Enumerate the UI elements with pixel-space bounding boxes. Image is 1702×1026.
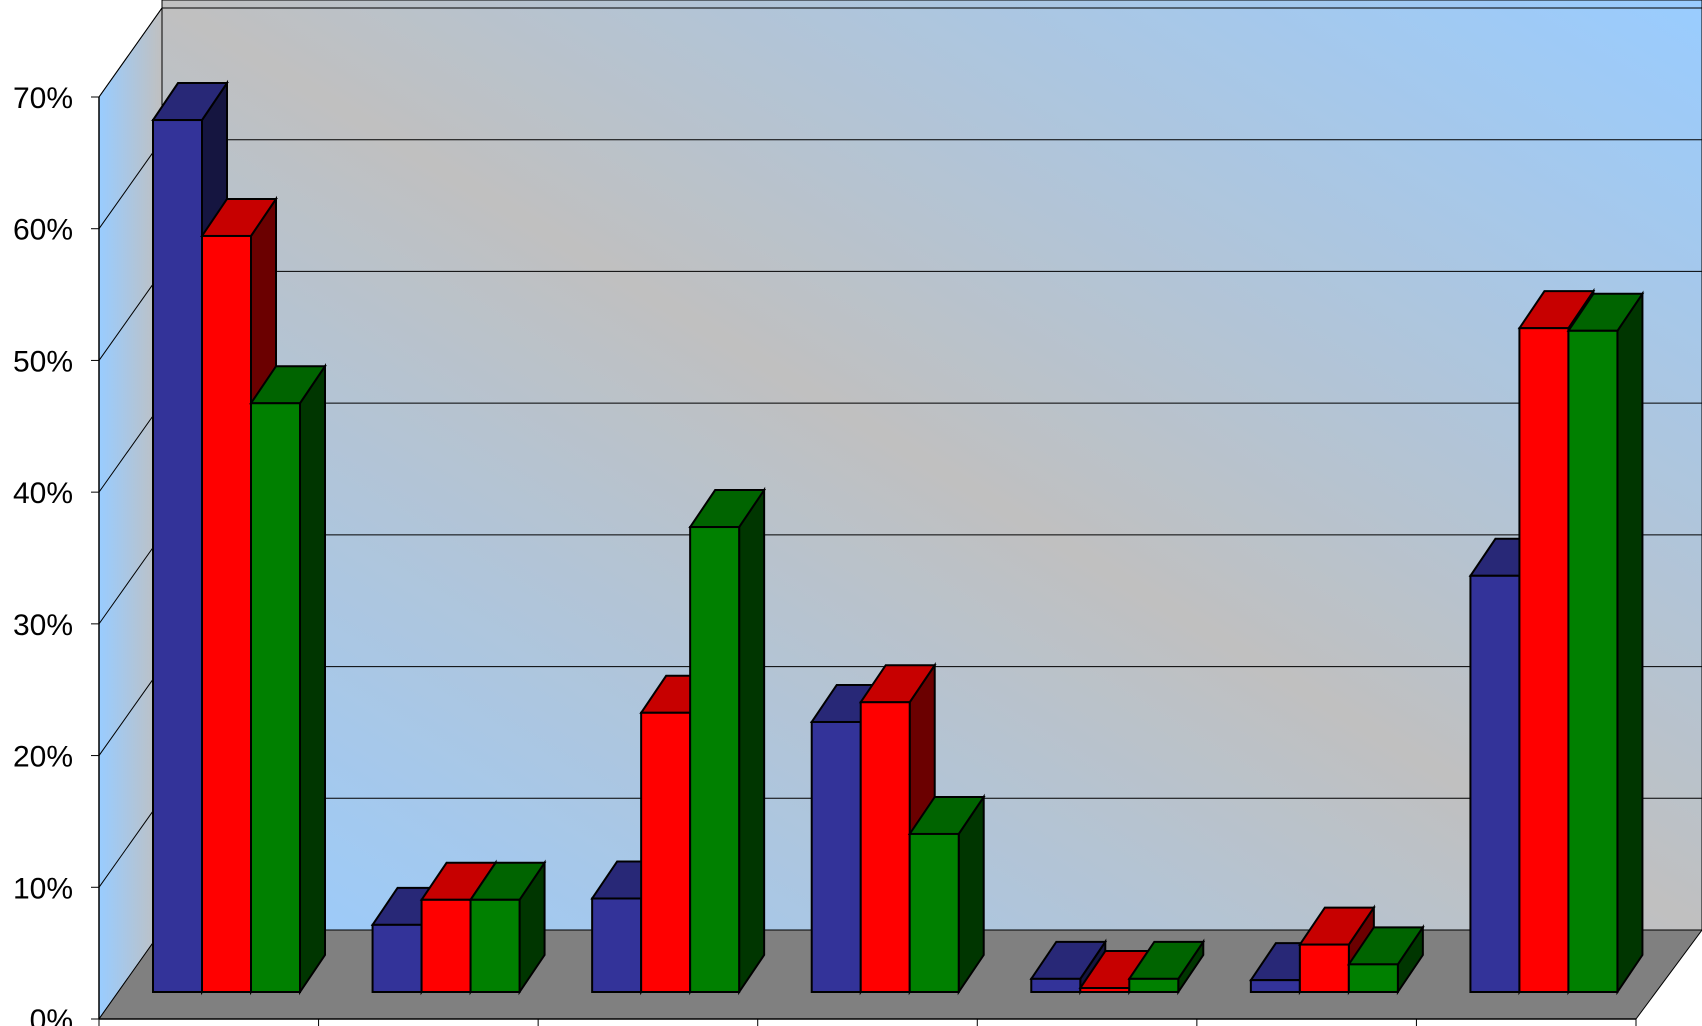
y-tick-label: 10% [13, 872, 73, 905]
bar [688, 486, 767, 996]
bar-front [591, 897, 643, 993]
gridline-side [98, 7, 163, 98]
y-tick-label: 0% [30, 1004, 73, 1026]
bar [1127, 938, 1206, 996]
bar-front [1249, 979, 1301, 993]
gridline-side [98, 139, 163, 230]
bar-front [1567, 329, 1619, 993]
bar [907, 793, 986, 996]
gridline-side [98, 666, 163, 756]
bar-front [420, 898, 472, 993]
bar-front [469, 898, 521, 993]
gridline-side [98, 271, 163, 361]
bar-front [1469, 574, 1521, 993]
bar-front [1347, 963, 1399, 994]
bar-side [299, 362, 326, 996]
y-tick-label: 30% [13, 609, 73, 642]
bar-front [371, 923, 423, 994]
bar-front [152, 119, 203, 993]
bar-front [640, 711, 692, 993]
bar [468, 859, 547, 996]
bar [1566, 290, 1645, 996]
bar [1346, 924, 1425, 996]
bars [151, 79, 1645, 996]
bar-front [908, 832, 960, 994]
bar-front [859, 701, 911, 993]
bar-front [250, 402, 301, 994]
bar-front [1298, 943, 1350, 994]
y-tick-label: 20% [13, 741, 73, 774]
gridlines [98, 7, 1702, 888]
bar-front [1128, 977, 1180, 993]
bar-front [201, 234, 252, 993]
y-axis-ticks: 0% 10% 20% 30% 40% 50% 60% 70% [13, 82, 99, 1026]
gridline-side [98, 797, 163, 888]
gridline-side [98, 534, 163, 625]
bar-front [1079, 987, 1131, 994]
bar-front [1518, 327, 1570, 994]
bar-front [1030, 977, 1082, 993]
y-tick-label: 70% [13, 82, 73, 115]
bar-side [738, 486, 766, 996]
gridline-side [98, 402, 163, 493]
bar-side [1616, 290, 1644, 996]
y-tick-label: 40% [13, 477, 73, 510]
bar [249, 362, 327, 996]
y-tick-label: 50% [13, 345, 73, 378]
bar-front [810, 720, 862, 993]
bar-front [689, 526, 741, 993]
y-tick-label: 60% [13, 214, 73, 247]
